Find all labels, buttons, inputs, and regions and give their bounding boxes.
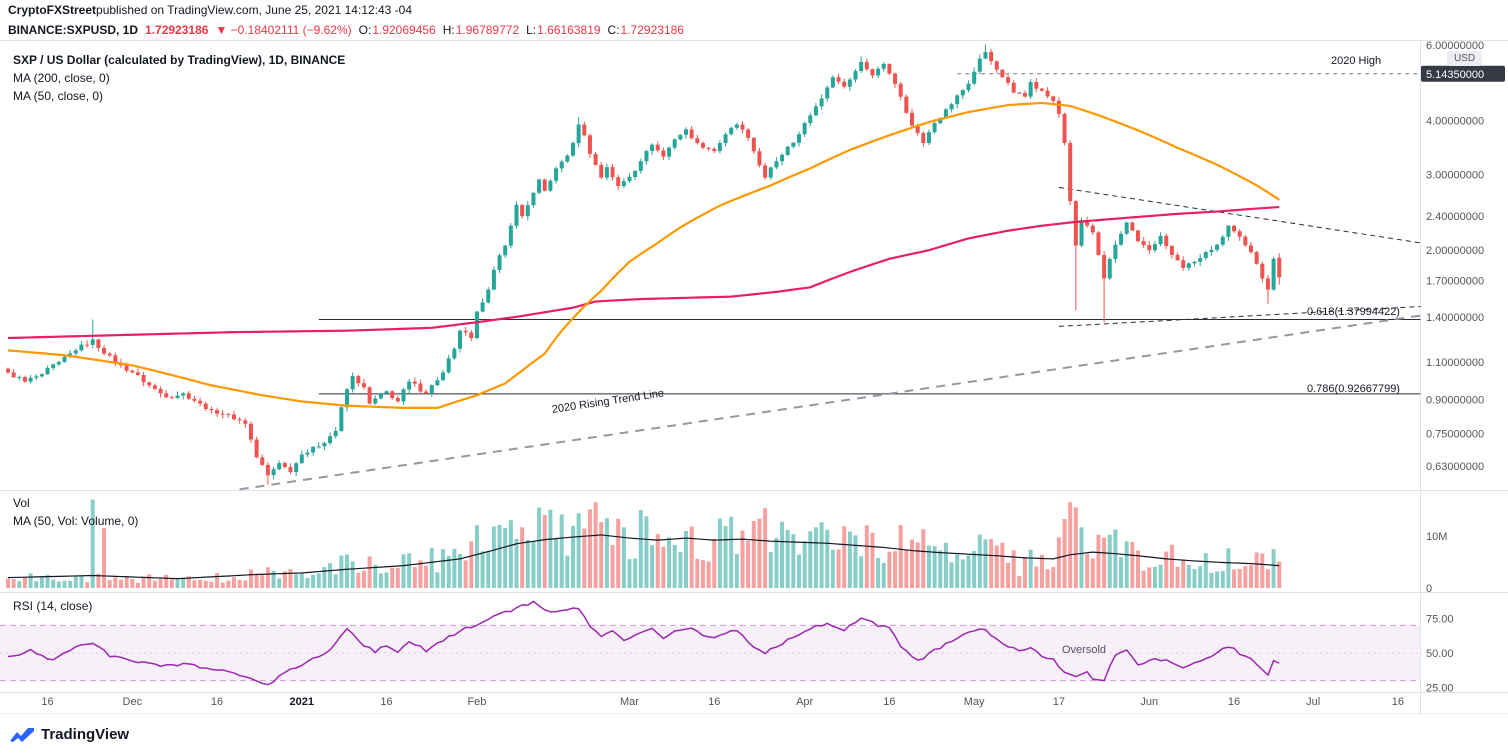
svg-text:0.90000000: 0.90000000 (1426, 394, 1484, 406)
svg-text:1.10000000: 1.10000000 (1426, 357, 1484, 369)
time-tick: 16 (708, 696, 721, 708)
svg-text:0.63000000: 0.63000000 (1426, 461, 1484, 473)
svg-text:25.00: 25.00 (1426, 683, 1454, 695)
symbol-bar-token: ▼ −0.18402111 (−9.62%) (215, 23, 352, 37)
svg-text:2.00000000: 2.00000000 (1426, 245, 1484, 257)
symbol-bar-token: 1.92069456 (372, 23, 436, 37)
attribution-bar: CryptoFXStreet published on TradingView.… (0, 0, 1508, 20)
fib-618-label: 0.618(1.37994422) (1307, 306, 1400, 318)
svg-text:3.00000000: 3.00000000 (1426, 169, 1484, 181)
symbol-bar-token: BINANCE:SXPUSD, 1D (8, 23, 139, 37)
tradingview-brand[interactable]: TradingView (41, 726, 130, 743)
time-tick: 16 (883, 696, 896, 708)
symbol-bar-token: 1.66163819 (537, 23, 601, 37)
time-tick: Mar (620, 696, 639, 708)
fib-786-label: 0.786(0.92667799) (1307, 383, 1400, 395)
svg-text:4.00000000: 4.00000000 (1426, 116, 1484, 128)
time-tick: Jun (1140, 696, 1159, 708)
time-tick: Jul (1306, 696, 1321, 708)
svg-text:1.40000000: 1.40000000 (1426, 312, 1484, 324)
price-axis[interactable] (1420, 40, 1508, 714)
time-tick: Feb (467, 696, 487, 708)
ma50-legend[interactable]: MA (50, close, 0) (13, 89, 104, 103)
time-tick: 2021 (289, 696, 315, 708)
svg-text:1.70000000: 1.70000000 (1426, 276, 1484, 288)
time-tick: 16 (210, 696, 224, 708)
time-tick: Apr (796, 696, 814, 708)
chart-title: SXP / US Dollar (calculated by TradingVi… (13, 53, 346, 67)
symbol-ohlc-bar: BINANCE:SXPUSD, 1D 1.72923186 ▼ −0.1840211… (0, 20, 1508, 40)
volume-legend[interactable]: Vol (13, 496, 30, 510)
oversold-label: Oversold (1062, 644, 1107, 656)
tradingview-logo-icon[interactable] (10, 727, 34, 742)
svg-text:10M: 10M (1426, 531, 1447, 543)
time-tick: 16 (41, 696, 54, 708)
svg-text:0.75000000: 0.75000000 (1426, 428, 1484, 440)
time-tick: Dec (122, 696, 143, 708)
symbol-bar-token: C: (607, 23, 620, 37)
svg-text:5.14350000: 5.14350000 (1426, 69, 1484, 81)
symbol-bar-token: H: (442, 23, 455, 37)
symbol-bar-token: 1.96789772 (455, 23, 520, 37)
footer-bar: TradingView (0, 714, 1508, 755)
svg-text:2.40000000: 2.40000000 (1426, 211, 1484, 223)
ma200-legend[interactable]: MA (200, close, 0) (13, 71, 110, 85)
symbol-bar-token: O: (358, 23, 372, 37)
svg-text:75.00: 75.00 (1426, 614, 1454, 626)
symbol-bar-token: 1.72923186 (145, 23, 209, 37)
time-tick: 16 (1391, 696, 1405, 708)
symbol-bar-token: L: (526, 23, 537, 37)
svg-text:6.00000000: 6.00000000 (1426, 40, 1484, 52)
symbol-bar-token: 1.72923186 (620, 23, 684, 37)
publisher-name: CryptoFXStreet (8, 3, 97, 17)
high-2020-label: 2020 High (1331, 55, 1382, 67)
time-axis[interactable]: 16 Dec 16 2021 16 Feb Mar 16 Apr 16 May 17 Jun 16 Jul 1… (0, 692, 1420, 714)
currency-toggle-button[interactable]: USD (1447, 51, 1482, 66)
svg-text:0: 0 (1426, 583, 1432, 595)
time-tick: 16 (1227, 696, 1241, 708)
time-tick: 16 (380, 696, 393, 708)
volume-ma-legend[interactable]: MA (50, Vol: Volume, 0) (13, 514, 139, 528)
attribution-text: published on TradingView.com, June 25, 2… (96, 3, 413, 17)
time-tick: 17 (1052, 696, 1066, 708)
svg-text:50.00: 50.00 (1426, 648, 1454, 660)
rsi-legend[interactable]: RSI (14, close) (13, 599, 93, 613)
time-tick: May (963, 696, 985, 708)
